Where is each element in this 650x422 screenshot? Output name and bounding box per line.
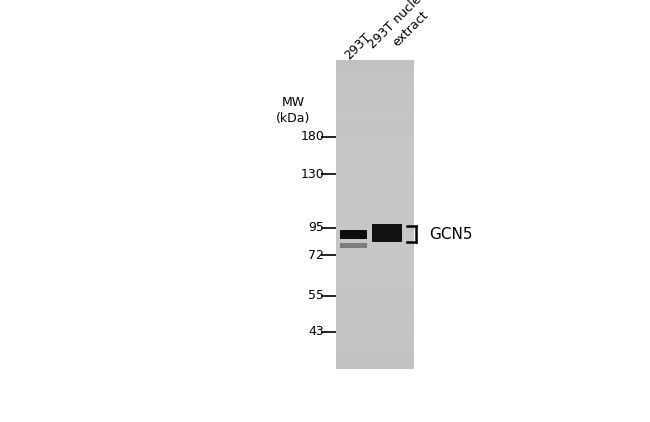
Text: 72: 72: [308, 249, 324, 262]
Bar: [335, 64, 414, 68]
Bar: [335, 114, 414, 118]
Bar: [335, 345, 414, 350]
Bar: [335, 295, 414, 300]
Bar: [335, 187, 414, 192]
Bar: [335, 137, 414, 141]
Bar: [335, 83, 414, 87]
Bar: [335, 365, 414, 369]
Bar: [335, 338, 414, 342]
Bar: [335, 241, 414, 246]
Bar: [335, 160, 414, 165]
Text: 180: 180: [300, 130, 324, 143]
Bar: [335, 253, 414, 257]
Bar: [335, 260, 414, 265]
Bar: [335, 98, 414, 103]
Bar: [340, 230, 367, 239]
Bar: [335, 245, 414, 249]
Bar: [335, 341, 414, 346]
Bar: [335, 303, 414, 307]
Bar: [335, 237, 414, 242]
Text: 130: 130: [300, 168, 324, 181]
Bar: [335, 349, 414, 354]
Bar: [335, 222, 414, 226]
Text: 43: 43: [308, 325, 324, 338]
Bar: [335, 87, 414, 91]
Bar: [335, 264, 414, 269]
Bar: [335, 183, 414, 188]
Bar: [335, 95, 414, 99]
Bar: [335, 79, 414, 84]
Bar: [340, 243, 367, 248]
Text: 55: 55: [308, 289, 324, 303]
Bar: [335, 141, 414, 145]
Bar: [335, 268, 414, 273]
Bar: [335, 280, 414, 284]
Bar: [335, 218, 414, 222]
Bar: [335, 152, 414, 157]
Bar: [335, 172, 414, 176]
Text: 293T nuclear
extract: 293T nuclear extract: [366, 0, 444, 62]
Bar: [372, 224, 402, 241]
Bar: [335, 129, 414, 134]
Bar: [335, 133, 414, 138]
Bar: [335, 326, 414, 330]
Bar: [335, 357, 414, 361]
Bar: [335, 284, 414, 288]
Bar: [335, 353, 414, 357]
Bar: [335, 176, 414, 180]
Bar: [335, 361, 414, 365]
Bar: [335, 233, 414, 238]
Bar: [335, 149, 414, 153]
Text: 95: 95: [308, 221, 324, 234]
Bar: [335, 287, 414, 292]
Bar: [335, 272, 414, 276]
Bar: [335, 106, 414, 111]
Bar: [335, 311, 414, 315]
Bar: [335, 334, 414, 338]
Bar: [335, 156, 414, 161]
Bar: [335, 199, 414, 203]
Bar: [335, 291, 414, 296]
Bar: [335, 179, 414, 184]
Bar: [335, 203, 414, 207]
Text: MW
(kDa): MW (kDa): [276, 96, 310, 125]
Bar: [335, 110, 414, 114]
Bar: [335, 71, 414, 76]
Bar: [335, 257, 414, 261]
Bar: [335, 299, 414, 303]
Bar: [335, 322, 414, 327]
Bar: [335, 226, 414, 230]
Bar: [335, 214, 414, 219]
Bar: [335, 330, 414, 334]
Bar: [335, 122, 414, 126]
Bar: [335, 75, 414, 80]
Bar: [335, 314, 414, 319]
Text: 293T: 293T: [341, 31, 373, 62]
Bar: [335, 210, 414, 215]
Bar: [335, 168, 414, 172]
Bar: [335, 60, 414, 64]
Bar: [335, 276, 414, 280]
Bar: [335, 195, 414, 199]
Bar: [335, 307, 414, 311]
Bar: [335, 318, 414, 323]
Bar: [335, 91, 414, 95]
Bar: [335, 249, 414, 253]
Bar: [335, 118, 414, 122]
Text: GCN5: GCN5: [429, 227, 473, 242]
Bar: [335, 102, 414, 107]
Bar: [335, 68, 414, 72]
Bar: [335, 191, 414, 195]
Bar: [335, 125, 414, 130]
Bar: [335, 206, 414, 211]
Bar: [335, 230, 414, 234]
Bar: [335, 164, 414, 168]
Bar: [335, 145, 414, 149]
